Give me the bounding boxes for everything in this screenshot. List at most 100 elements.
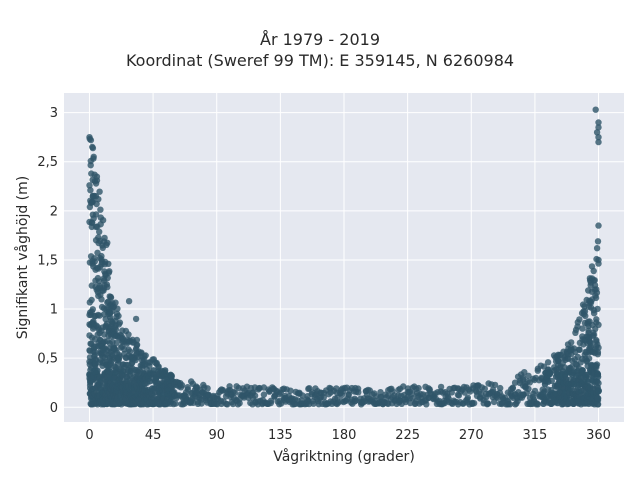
data-point xyxy=(509,385,516,392)
data-point xyxy=(478,390,485,397)
data-point xyxy=(525,385,532,393)
data-point xyxy=(162,367,169,374)
data-point xyxy=(594,305,601,313)
data-point xyxy=(87,187,94,194)
data-point xyxy=(97,206,104,213)
data-point xyxy=(590,267,597,275)
data-point xyxy=(464,396,471,403)
data-point xyxy=(94,367,101,374)
chart-subtitle: Koordinat (Sweref 99 TM): E 359145, N 62… xyxy=(125,51,515,70)
data-point xyxy=(470,400,478,407)
data-point xyxy=(595,256,602,264)
data-point xyxy=(112,299,119,306)
data-point xyxy=(107,294,115,301)
data-point xyxy=(231,389,238,396)
data-point xyxy=(548,377,555,385)
data-point xyxy=(491,381,499,389)
data-point xyxy=(576,346,583,353)
data-point xyxy=(592,294,600,302)
data-point xyxy=(511,379,519,386)
data-point xyxy=(593,129,601,136)
data-point xyxy=(437,383,445,391)
data-point xyxy=(531,387,539,395)
y-tick-label: 3 xyxy=(50,106,58,121)
data-point xyxy=(94,274,102,282)
data-point xyxy=(595,138,602,146)
x-tick-label: 0 xyxy=(85,428,93,443)
data-point xyxy=(89,306,97,313)
data-point xyxy=(423,401,430,408)
data-point xyxy=(133,341,141,348)
data-point xyxy=(534,401,541,408)
data-point xyxy=(260,391,268,398)
y-axis-ticks: 0 0,5 1 1,5 2 2,5 3 xyxy=(37,106,58,416)
data-point xyxy=(567,347,574,354)
data-point xyxy=(105,260,112,267)
data-point xyxy=(579,325,586,332)
x-axis-label: Vågriktning (grader) xyxy=(273,448,415,465)
y-tick-label: 0,5 xyxy=(37,352,58,367)
data-point xyxy=(593,361,601,368)
data-point xyxy=(99,217,107,224)
data-point xyxy=(168,372,175,379)
data-point xyxy=(146,362,153,370)
data-point xyxy=(591,277,598,284)
data-point xyxy=(481,385,488,392)
data-point xyxy=(91,255,98,262)
data-point xyxy=(568,339,575,346)
data-point xyxy=(88,296,95,304)
data-point xyxy=(587,282,594,289)
data-point xyxy=(226,383,233,390)
data-point xyxy=(592,106,599,113)
x-tick-label: 270 xyxy=(459,428,484,443)
data-point xyxy=(87,136,95,144)
x-tick-label: 360 xyxy=(586,428,611,443)
data-point xyxy=(407,399,414,407)
data-point xyxy=(125,331,132,338)
data-point xyxy=(177,380,184,387)
y-tick-label: 2,5 xyxy=(37,155,58,170)
data-point xyxy=(91,348,99,356)
grid xyxy=(64,93,624,422)
data-point xyxy=(594,401,601,408)
data-point xyxy=(593,316,600,323)
data-point xyxy=(126,348,134,355)
data-point xyxy=(595,344,602,351)
data-point xyxy=(204,385,211,392)
y-axis-label: Signifikant våghöjd (m) xyxy=(14,176,31,339)
data-point xyxy=(133,336,141,344)
data-point xyxy=(251,392,259,399)
chart-title: År 1979 - 2019 xyxy=(260,30,380,49)
data-point xyxy=(92,211,100,218)
x-tick-label: 90 xyxy=(208,428,225,443)
data-point xyxy=(506,401,514,408)
data-point xyxy=(184,384,191,391)
data-point xyxy=(113,339,120,346)
x-tick-label: 315 xyxy=(522,428,547,443)
data-point xyxy=(116,319,124,326)
x-axis-ticks: 0 45 90 135 180 225 270 315 360 xyxy=(85,428,611,443)
data-point xyxy=(86,182,93,189)
data-point xyxy=(594,373,602,380)
data-point xyxy=(595,222,602,229)
data-point xyxy=(95,234,102,241)
data-point xyxy=(104,274,111,282)
data-point xyxy=(595,134,602,141)
data-point xyxy=(172,400,179,407)
x-tick-label: 180 xyxy=(332,428,357,443)
data-point xyxy=(103,241,110,248)
x-tick-label: 135 xyxy=(268,428,293,443)
data-point xyxy=(101,234,108,242)
data-point xyxy=(115,312,122,320)
data-point xyxy=(415,384,422,392)
data-point xyxy=(587,339,595,347)
data-point xyxy=(104,283,111,291)
data-point xyxy=(594,394,601,402)
data-point xyxy=(114,305,121,312)
data-point xyxy=(106,268,113,275)
data-point xyxy=(299,392,306,399)
data-point xyxy=(581,308,589,315)
data-point xyxy=(593,289,601,296)
